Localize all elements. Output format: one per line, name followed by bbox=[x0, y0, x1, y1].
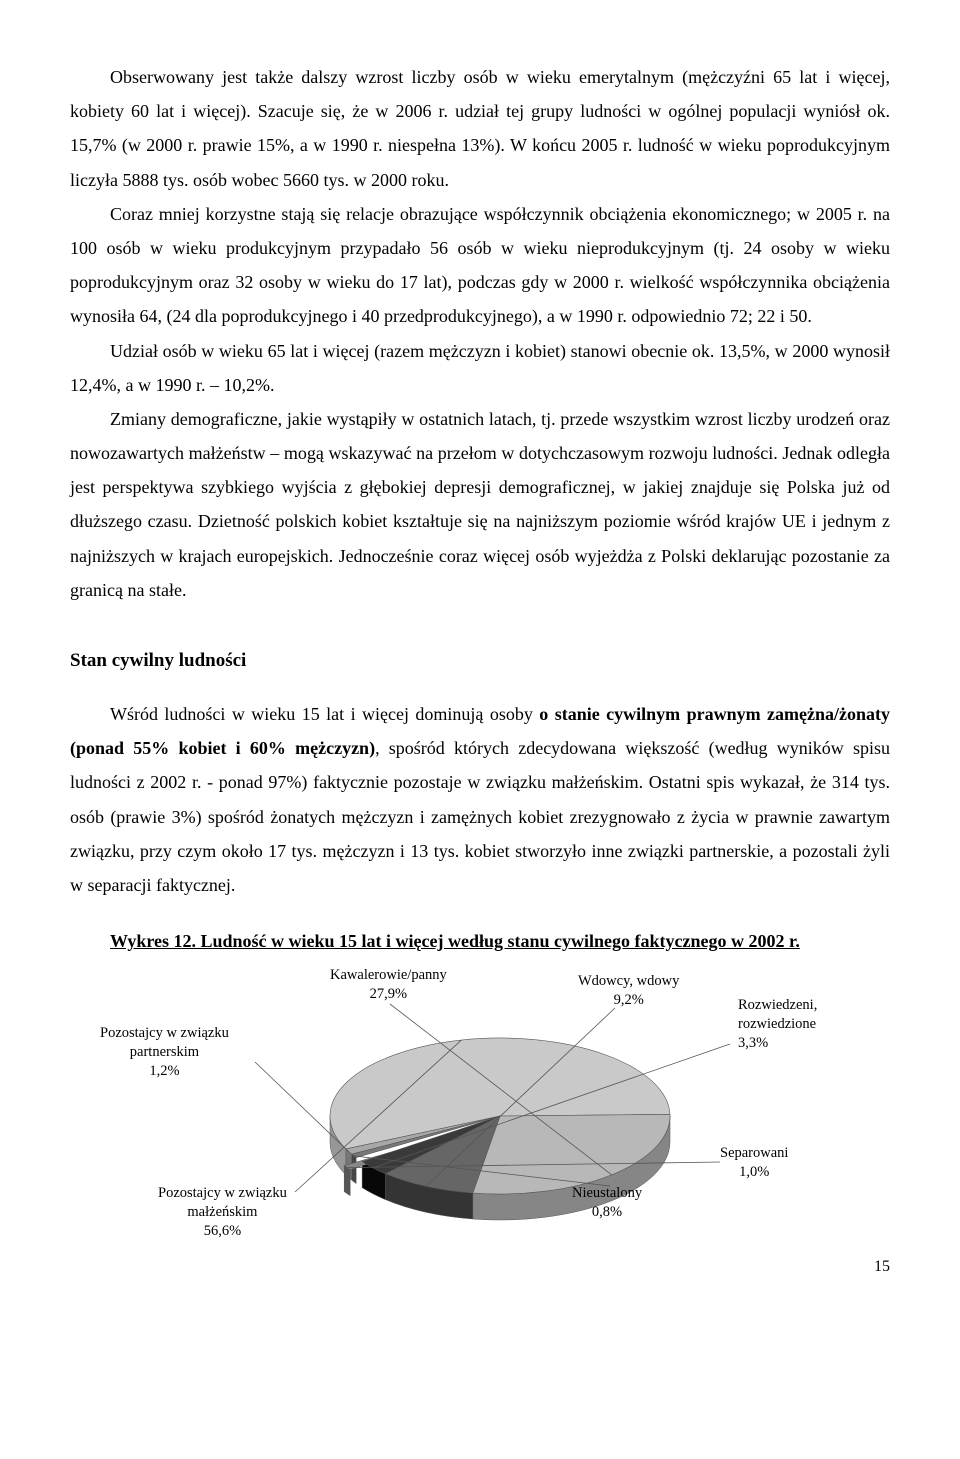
paragraph-2: Coraz mniej korzystne stają się relacje … bbox=[70, 197, 890, 334]
pie-chart: Kawalerowie/panny 27,9% Wdowcy, wdowy 9,… bbox=[70, 966, 890, 1246]
page-number: 15 bbox=[70, 1252, 890, 1282]
label-kawalerowie-pct: 27,9% bbox=[370, 986, 407, 1002]
label-nieustalony-pct: 0,8% bbox=[592, 1204, 622, 1220]
label-nieustalony: Nieustalony 0,8% bbox=[572, 1184, 642, 1222]
label-kawalerowie-text: Kawalerowie/panny bbox=[330, 967, 447, 983]
label-malzenskim: Pozostajcy w związku małżeńskim 56,6% bbox=[158, 1184, 287, 1241]
section-heading-marital-status: Stan cywilny ludności bbox=[70, 643, 890, 679]
paragraph-5-post: , spośród których zdecydowana większość … bbox=[70, 738, 890, 895]
paragraph-3: Udział osób w wieku 65 lat i więcej (raz… bbox=[70, 334, 890, 402]
label-malzenskim-text1: Pozostajcy w związku bbox=[158, 1185, 287, 1201]
label-partnerskim: Pozostajcy w związku partnerskim 1,2% bbox=[100, 1024, 229, 1081]
paragraph-4: Zmiany demograficzne, jakie wystąpiły w … bbox=[70, 402, 890, 607]
paragraph-5: Wśród ludności w wieku 15 lat i więcej d… bbox=[70, 697, 890, 902]
label-partnerskim-text2: partnerskim bbox=[130, 1044, 199, 1060]
label-rozwiedzeni-pct: 3,3% bbox=[738, 1035, 768, 1051]
label-wdowcy-pct: 9,2% bbox=[614, 992, 644, 1008]
label-nieustalony-text: Nieustalony bbox=[572, 1185, 642, 1201]
chart-title: Wykres 12. Ludność w wieku 15 lat i więc… bbox=[70, 924, 890, 958]
label-kawalerowie: Kawalerowie/panny 27,9% bbox=[330, 966, 447, 1004]
label-separowani-text: Separowani bbox=[720, 1145, 788, 1161]
label-rozwiedzeni-text2: rozwiedzione bbox=[738, 1016, 816, 1032]
label-malzenskim-pct: 56,6% bbox=[204, 1223, 241, 1239]
paragraph-1: Obserwowany jest także dalszy wzrost lic… bbox=[70, 60, 890, 197]
label-separowani-pct: 1,0% bbox=[739, 1164, 769, 1180]
label-wdowcy-text: Wdowcy, wdowy bbox=[578, 973, 679, 989]
label-rozwiedzeni: Rozwiedzeni, rozwiedzione 3,3% bbox=[738, 996, 817, 1053]
label-partnerskim-pct: 1,2% bbox=[149, 1063, 179, 1079]
paragraph-5-pre: Wśród ludności w wieku 15 lat i więcej d… bbox=[110, 704, 539, 724]
label-wdowcy: Wdowcy, wdowy 9,2% bbox=[578, 972, 679, 1010]
label-separowani: Separowani 1,0% bbox=[720, 1144, 788, 1182]
label-rozwiedzeni-text1: Rozwiedzeni, bbox=[738, 997, 817, 1013]
label-partnerskim-text1: Pozostajcy w związku bbox=[100, 1025, 229, 1041]
label-malzenskim-text2: małżeńskim bbox=[187, 1204, 257, 1220]
